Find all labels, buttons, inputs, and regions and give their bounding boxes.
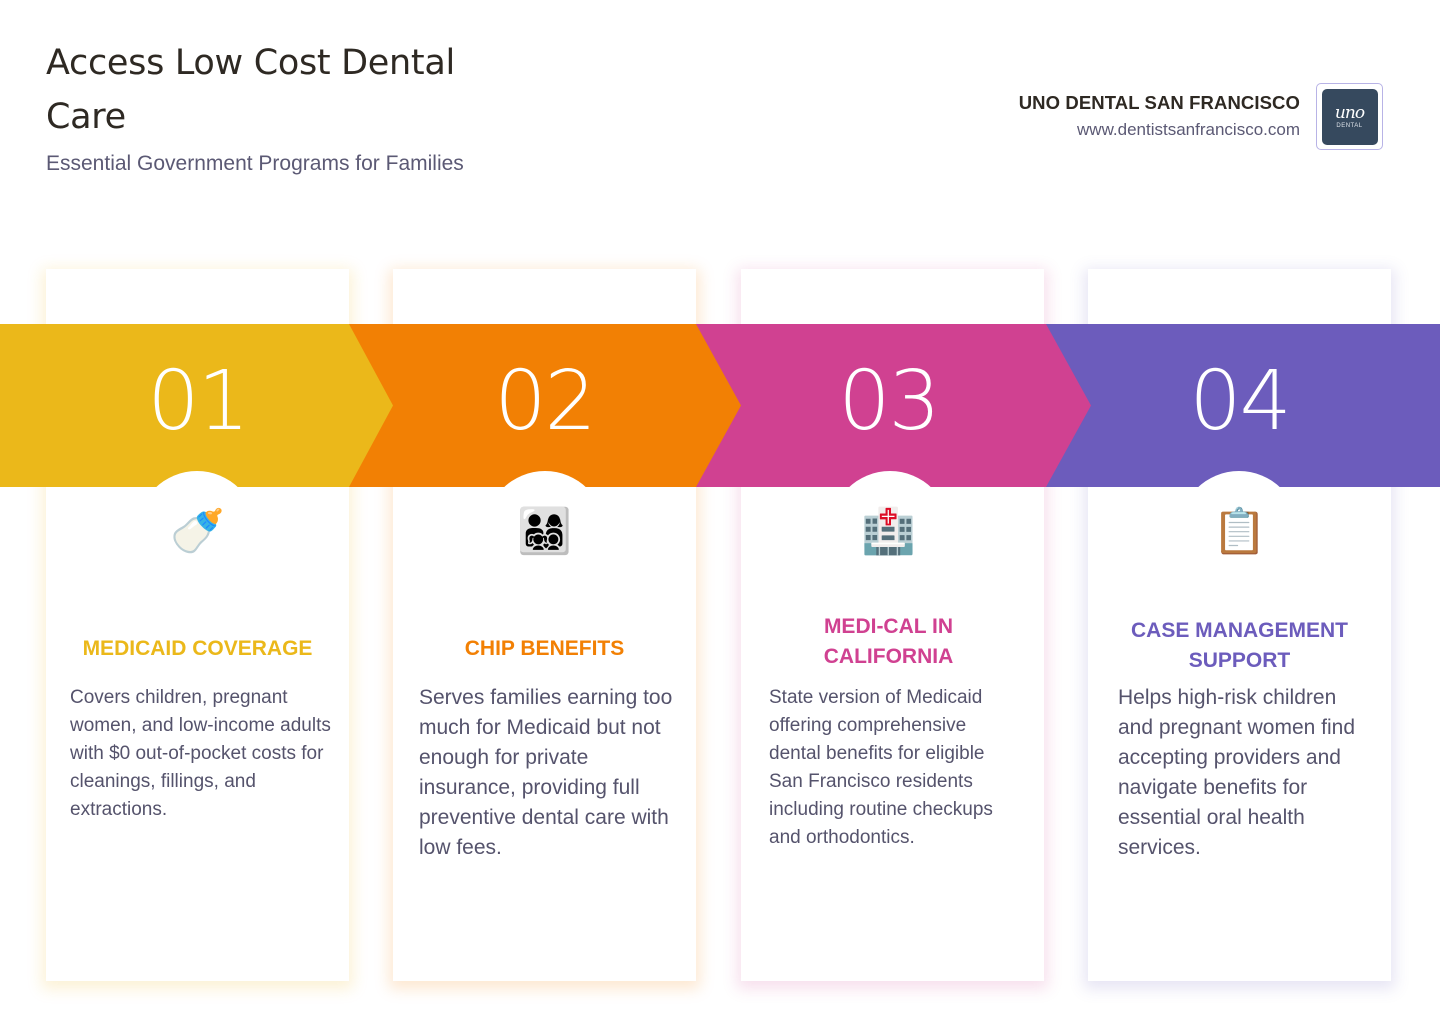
brand-name: UNO DENTAL SAN FRANCISCO	[1018, 92, 1300, 113]
step-body-1: Covers children, pregnant women, and low…	[70, 687, 331, 820]
family-icon: 👨‍👩‍👧‍👦	[517, 506, 572, 557]
baby-bottle-icon: 🍼	[170, 506, 225, 557]
hospital-icon: 🏥	[861, 506, 916, 557]
step-title-1: MEDICAID COVERAGE	[82, 637, 313, 660]
step-number-2: 02	[494, 354, 596, 449]
step-body-4: Helps high-risk children and pregnant wo…	[1118, 686, 1355, 859]
brand-logo: uno DENTAL	[1316, 83, 1383, 150]
step-number-1: 01	[147, 354, 249, 449]
step-body-2: Serves families earning too much for Med…	[419, 686, 673, 859]
logo-sub-text: DENTAL	[1336, 122, 1363, 129]
chevron-segment-1	[0, 324, 393, 487]
logo-mark: uno DENTAL	[1321, 88, 1378, 145]
logo-script-text: uno	[1334, 102, 1365, 123]
step-number-3: 03	[838, 354, 940, 449]
page-subtitle: Essential Government Programs for Famili…	[46, 152, 464, 175]
step-body-3: State version of Medicaid offering compr…	[769, 687, 993, 848]
page-title: Access Low Cost Dental Care	[46, 43, 455, 137]
step-number-4: 04	[1189, 354, 1291, 449]
step-chevron-band	[0, 324, 1440, 487]
step-title-4: CASE MANAGEMENT SUPPORT	[1130, 619, 1348, 672]
step-title-2: CHIP BENEFITS	[464, 637, 625, 660]
brand-block: UNO DENTAL SAN FRANCISCO www.dentistsanf…	[1019, 92, 1300, 140]
brand-url[interactable]: www.dentistsanfrancisco.com	[1077, 120, 1300, 139]
clipboard-icon: 📋	[1212, 506, 1267, 557]
step-title-3: MEDI-CAL IN CALIFORNIA	[823, 615, 954, 668]
